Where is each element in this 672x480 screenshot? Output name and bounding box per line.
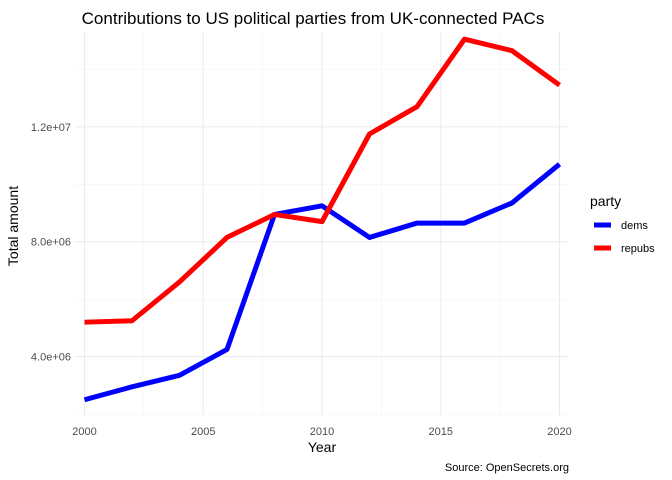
legend-title: party	[590, 193, 621, 209]
x-tick-label: 2005	[191, 426, 215, 438]
y-axis-tick-labels: 4.0e+06 8.0e+06 1.2e+07	[31, 122, 71, 364]
series-line-repubs	[84, 36, 561, 325]
x-axis-tick-labels: 2000 2005 2010 2015 2020	[72, 426, 571, 438]
y-tick-label: 4.0e+06	[31, 352, 71, 364]
y-tick-label: 1.2e+07	[31, 122, 71, 134]
series-lines	[83, 36, 562, 403]
x-tick-label: 2010	[310, 426, 334, 438]
y-tick-label: 8.0e+06	[31, 237, 71, 249]
legend-label-repubs: repubs	[621, 243, 655, 255]
legend-label-dems: dems	[621, 220, 648, 232]
source-caption: Source: OpenSecrets.org	[445, 462, 569, 474]
chart-title: Contributions to US political parties fr…	[82, 9, 545, 28]
series-line-dems	[83, 162, 562, 403]
x-axis-title: Year	[308, 439, 337, 455]
x-tick-label: 2000	[72, 426, 96, 438]
grid-lines	[75, 32, 569, 417]
legend: party dems repubs	[590, 193, 655, 255]
x-tick-label: 2015	[429, 426, 453, 438]
x-tick-label: 2020	[547, 426, 571, 438]
y-axis-title: Total amount	[5, 186, 21, 266]
